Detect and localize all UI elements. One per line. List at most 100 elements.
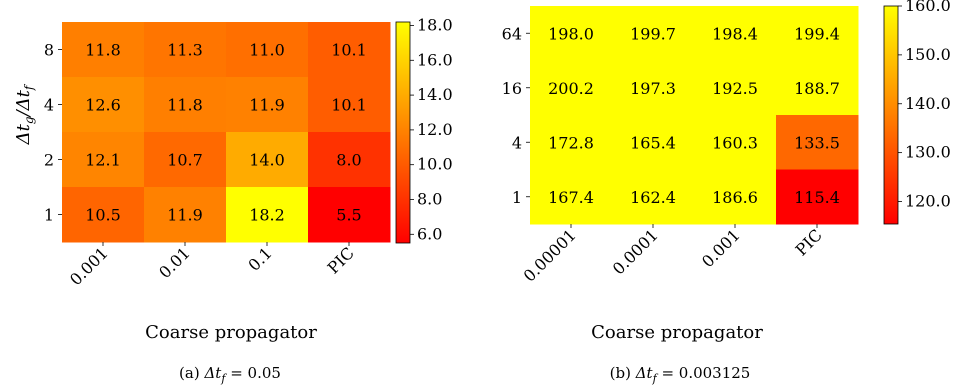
x-tick-label: PIC [324,243,358,277]
heatmap-cell [776,169,859,225]
heatmap-cell-label: 162.4 [630,188,676,207]
colorbar-tick-label: 6.0 [417,224,442,243]
heatmap-cell-label: 198.4 [712,24,758,43]
heatmap-cell [226,132,309,188]
heatmap-cell-label: 10.1 [331,96,367,115]
heatmap-cell [530,6,613,61]
heatmap-cell-label: 11.8 [85,41,121,60]
panel-a-x-ticks: 0.001 0.01 0.1 PIC [66,242,358,289]
heatmap-cell-label: 12.6 [85,96,121,115]
x-tick-label: 0.0001 [609,225,662,278]
heatmap-cell-label: 198.0 [548,24,594,43]
colorbar-tick-label: 120.0 [905,192,951,211]
y-tick-label: 4 [512,133,522,152]
heatmap-cell [776,6,859,61]
heatmap-cell-label: 11.9 [167,206,203,225]
colorbar-tick-label: 160.0 [905,0,951,15]
panel-a-y-ticks: 8 4 2 1 [44,41,62,225]
heatmap-cell-label: 14.0 [249,151,285,170]
heatmap-cell [612,115,695,170]
heatmap-cell-label: 186.6 [712,188,758,207]
heatmap-cell-label: 18.2 [249,206,285,225]
heatmap-cell-label: 12.1 [85,151,121,170]
heatmap-cell [226,187,309,243]
heatmap-cell-label: 11.9 [249,96,285,115]
panel-a-ylabel: Δtg/Δtf [13,83,36,145]
heatmap-cell [226,77,309,133]
heatmap-cell-label: 199.7 [630,24,676,43]
heatmap-cell-label: 200.2 [548,79,594,98]
panel-a-colorbar-ticks: 6.0 8.0 10.0 12.0 14.0 16.0 18.0 [410,15,453,243]
heatmap-cell-label: 192.5 [712,79,758,98]
heatmap-cell [62,132,145,188]
heatmap-cell [308,132,391,188]
panel-a-heatmap: 11.8 11.3 11.0 10.1 12.6 11.8 11.9 10.1 12.1 10.7… [62,22,391,243]
x-tick-label: 0.001 [66,243,112,289]
heatmap-cell-label: 11.3 [167,41,203,60]
x-tick-label: 0.1 [244,243,275,274]
colorbar-tick-label: 10.0 [417,155,453,174]
y-tick-label: 1 [512,188,522,207]
x-tick-label: 0.001 [698,225,744,271]
panel-b-heatmap: 198.0 199.7 198.4 199.4 200.2 197.3 192.5 188.7… [530,6,859,225]
heatmap-cell-label: 10.7 [167,151,203,170]
heatmap-cell-label: 197.3 [630,79,676,98]
colorbar-tick-label: 150.0 [905,45,951,64]
heatmap-cell [62,77,145,133]
panel-b-y-ticks: 64 16 4 1 [502,24,530,207]
panel-b-xlabel: Coarse propagator [591,322,763,343]
colorbar-tick-label: 8.0 [417,189,442,208]
heatmap-cell-label: 172.8 [548,133,594,152]
heatmap-cell [612,6,695,61]
colorbar-tick-label: 140.0 [905,94,951,113]
heatmap-cell [308,77,391,133]
heatmap-cell-label: 165.4 [630,133,676,152]
colorbar-tick-label: 130.0 [905,143,951,162]
heatmap-cell [308,22,391,78]
heatmap-cell [694,6,777,61]
heatmap-cell-label: 115.4 [794,188,840,207]
colorbar-tick-label: 18.0 [417,15,453,34]
y-tick-label: 4 [44,96,54,115]
heatmap-cell-label: 167.4 [548,188,594,207]
heatmap-cell [62,22,145,78]
heatmap-cell [530,115,613,170]
heatmap-cell [612,169,695,225]
heatmap-cell-label: 160.3 [712,133,758,152]
heatmap-cell [776,115,859,170]
panel-a-caption: (a) Δtf = 0.05 [179,364,281,385]
heatmap-cell-label: 8.0 [336,151,361,170]
heatmap-cell [694,115,777,170]
panel-a-colorbar [395,21,411,244]
heatmap-cell-label: 188.7 [794,79,840,98]
panel-a-xlabel: Coarse propagator [145,322,317,343]
heatmap-cell [226,22,309,78]
y-tick-label: 64 [502,24,522,43]
heatmap-cell [530,169,613,225]
colorbar-tick-label: 14.0 [417,85,453,104]
heatmap-cell [694,60,777,116]
x-tick-label: PIC [792,225,826,259]
heatmap-cell-label: 199.4 [794,24,840,43]
y-tick-label: 2 [44,151,54,170]
y-tick-label: 8 [44,41,54,60]
heatmap-cell [62,187,145,243]
x-tick-label: 0.00001 [520,225,580,285]
heatmap-cell-label: 5.5 [336,206,361,225]
heatmap-cell-label: 11.8 [167,96,203,115]
heatmap-cell [144,22,227,78]
y-tick-label: 16 [502,79,522,98]
heatmap-cell-label: 11.0 [249,41,285,60]
heatmap-cell [694,169,777,225]
heatmap-cell-label: 133.5 [794,133,840,152]
heatmap-cell [144,132,227,188]
panel-b: 198.0 199.7 198.4 199.4 200.2 197.3 192.5 188.7… [502,0,951,385]
colorbar-tick-label: 12.0 [417,120,453,139]
heatmap-cell [612,60,695,116]
panel-b-x-ticks: 0.00001 0.0001 0.001 PIC [520,224,826,286]
panel-b-caption: (b) Δtf = 0.003125 [610,364,751,385]
panel-b-colorbar-ticks: 120.0 130.0 140.0 150.0 160.0 [898,0,951,211]
y-tick-label: 1 [44,206,54,225]
heatmap-cell [144,187,227,243]
